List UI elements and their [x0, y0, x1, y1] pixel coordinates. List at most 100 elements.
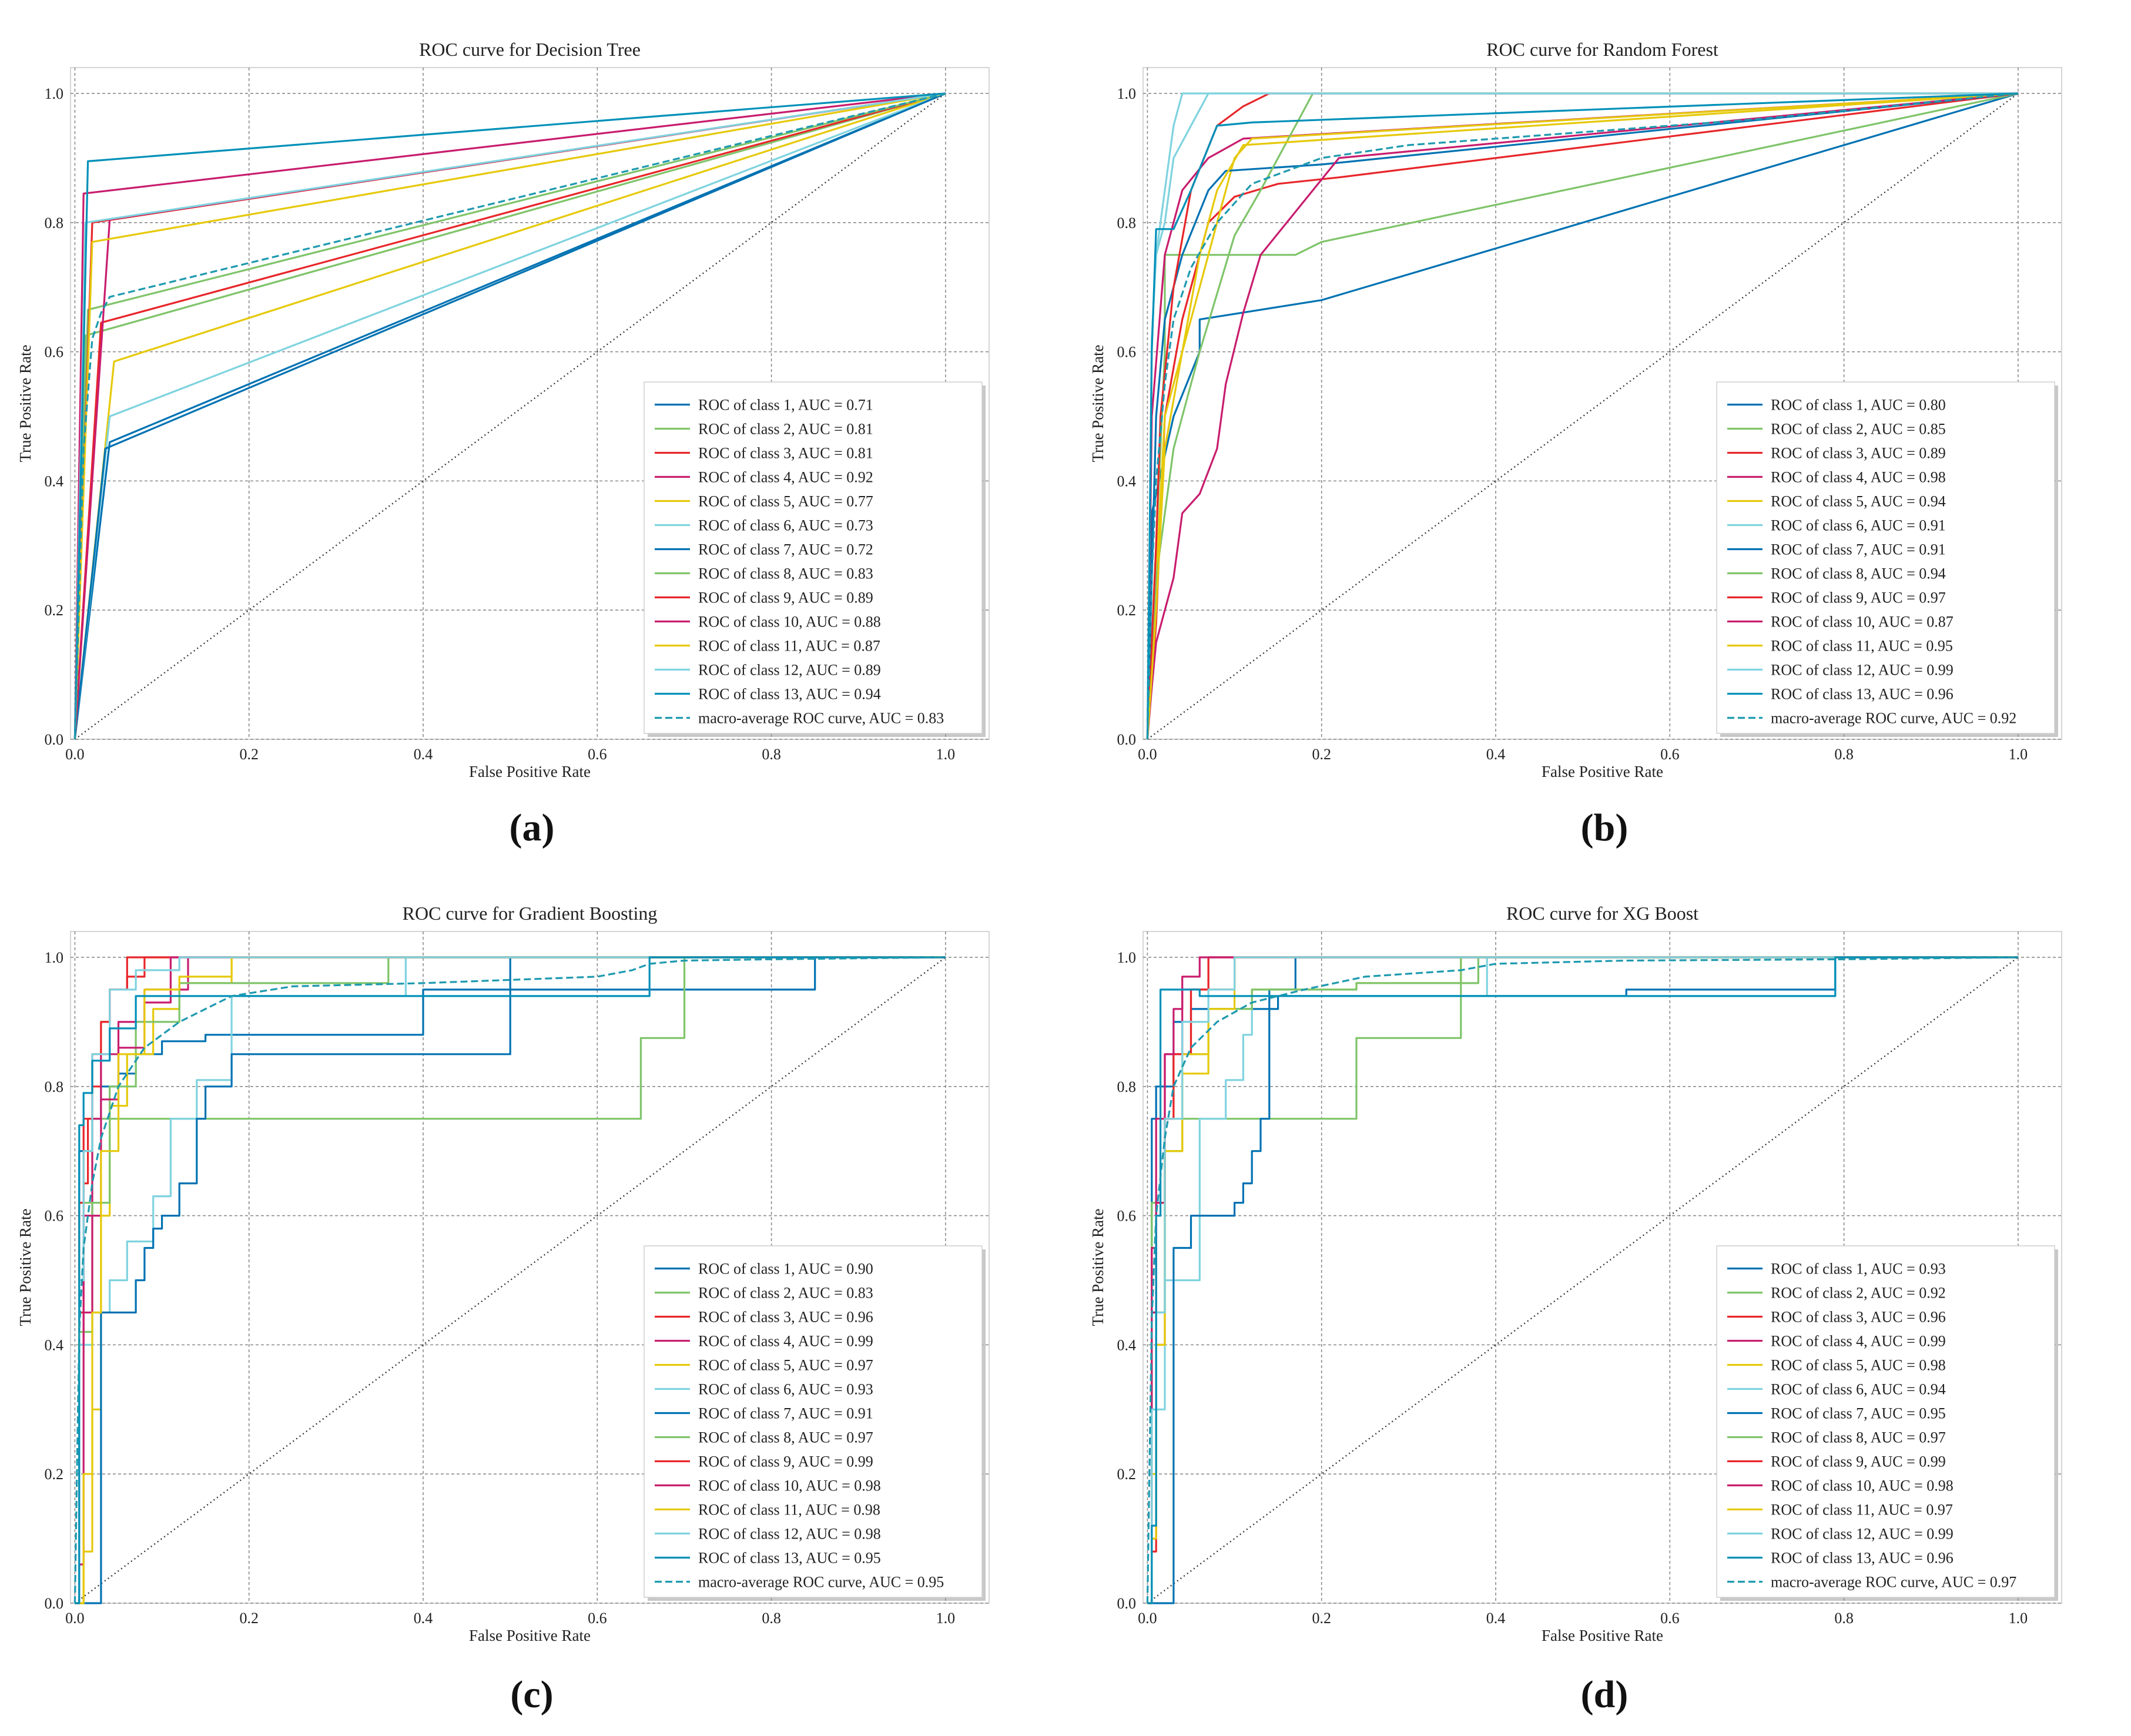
legend-entry: ROC of class 8, AUC = 0.97 [698, 1429, 873, 1446]
legend-entry: ROC of class 3, AUC = 0.96 [1771, 1309, 1946, 1326]
legend-entry: ROC of class 8, AUC = 0.94 [1771, 565, 1946, 582]
roc-panel-1: 0.00.0 0.2 0.2 0.4 0.4 0.6 0.6 0.8 0.8 1.0 1.0 ROC … [16, 39, 990, 780]
y-axis-label: True Positive Rate [16, 1208, 34, 1326]
legend-entry: ROC of class 8, AUC = 0.97 [1771, 1429, 1946, 1446]
roc-panel-2: 0.00.0 0.2 0.2 0.4 0.4 0.6 0.6 0.8 0.8 1.0 1.0 ROC … [1089, 39, 2062, 780]
y-tick-label: 0.4 [45, 472, 64, 490]
legend-entry: ROC of class 2, AUC = 0.83 [698, 1285, 873, 1302]
y-tick-label: 0.0 [1117, 1595, 1137, 1612]
y-tick-label: 0.8 [1117, 215, 1137, 232]
legend-entry: macro-average ROC curve, AUC = 0.95 [698, 1574, 944, 1591]
legend-entry: ROC of class 10, AUC = 0.98 [698, 1477, 881, 1494]
panel-label: (b) [1581, 806, 1629, 849]
legend-entry: ROC of class 5, AUC = 0.97 [698, 1357, 873, 1374]
y-tick-label: 0.6 [45, 1208, 64, 1225]
x-tick-label: 0.6 [1660, 1610, 1680, 1627]
legend-entry: ROC of class 7, AUC = 0.91 [1771, 541, 1946, 558]
legend-entry: ROC of class 3, AUC = 0.96 [698, 1309, 873, 1326]
legend-entry: ROC of class 13, AUC = 0.96 [1771, 1550, 1954, 1567]
y-tick-label: 0.2 [1117, 1466, 1137, 1483]
x-tick-label: 1.0 [2009, 1610, 2028, 1627]
x-tick-label: 0.8 [762, 746, 781, 763]
panel-label: (a) [510, 806, 555, 849]
roc-line-class-12 [1147, 956, 2018, 1604]
x-tick-label: 1.0 [936, 1610, 956, 1627]
legend: ROC of class 1, AUC = 0.80 ROC of class 2… [1716, 381, 2058, 737]
chart-title: ROC curve for Gradient Boosting [403, 903, 658, 924]
legend-box [644, 1245, 983, 1598]
panel-label: (d) [1581, 1673, 1629, 1716]
legend: ROC of class 1, AUC = 0.90 ROC of class 2… [644, 1245, 986, 1601]
legend-entry: ROC of class 9, AUC = 0.99 [1771, 1453, 1946, 1470]
legend-entry: ROC of class 11, AUC = 0.98 [698, 1502, 880, 1519]
macro-average-roc-line [1146, 92, 2019, 740]
legend-entry: ROC of class 12, AUC = 0.99 [1771, 1526, 1954, 1543]
x-tick-label: 0.2 [239, 1610, 259, 1627]
y-tick-label: 1.0 [45, 85, 64, 102]
x-tick-label: 1.0 [2009, 746, 2028, 763]
legend-entry: ROC of class 10, AUC = 0.98 [1771, 1477, 1954, 1494]
y-tick-label: 0.0 [1117, 731, 1137, 748]
x-tick-label: 0.4 [1486, 746, 1506, 763]
y-tick-label: 0.8 [45, 1078, 64, 1095]
x-tick-label: 0.2 [239, 746, 259, 763]
legend-entry: ROC of class 4, AUC = 0.92 [698, 469, 873, 486]
x-tick-label: 0.0 [1138, 1610, 1157, 1627]
legend-entry: ROC of class 7, AUC = 0.91 [698, 1405, 873, 1422]
x-tick-label: 0.8 [1834, 1610, 1854, 1627]
roc-line-class-7 [75, 956, 946, 1604]
y-tick-label: 0.0 [45, 731, 64, 748]
legend-box [1716, 1245, 2055, 1598]
roc-line-class-10 [1146, 92, 2019, 740]
legend-entry: ROC of class 6, AUC = 0.73 [698, 517, 873, 534]
legend-entry: ROC of class 1, AUC = 0.90 [698, 1261, 873, 1278]
y-tick-label: 1.0 [45, 949, 64, 966]
roc-panel-3: 0.00.0 0.2 0.2 0.4 0.4 0.6 0.6 0.8 0.8 1.0 1.0 ROC … [16, 903, 990, 1644]
legend-entry: ROC of class 11, AUC = 0.97 [1771, 1502, 1953, 1519]
y-tick-label: 0.8 [45, 215, 64, 232]
legend-entry: ROC of class 12, AUC = 0.98 [698, 1526, 881, 1543]
legend-entry: ROC of class 6, AUC = 0.94 [1771, 1381, 1946, 1398]
y-tick-label: 0.4 [1117, 1336, 1137, 1353]
legend-entry: ROC of class 5, AUC = 0.98 [1771, 1357, 1946, 1374]
x-tick-label: 0.0 [65, 1610, 85, 1627]
x-tick-label: 0.2 [1312, 1610, 1331, 1627]
roc-line-class-13 [1147, 956, 2018, 1604]
legend-entry: ROC of class 13, AUC = 0.94 [698, 686, 881, 703]
legend-entry: ROC of class 7, AUC = 0.72 [698, 541, 873, 558]
x-tick-label: 0.6 [588, 1610, 607, 1627]
legend-entry: ROC of class 10, AUC = 0.87 [1771, 614, 1954, 631]
legend-entry: ROC of class 13, AUC = 0.95 [698, 1550, 881, 1567]
legend-entry: ROC of class 4, AUC = 0.99 [698, 1333, 873, 1350]
y-tick-label: 0.6 [45, 344, 64, 361]
y-axis-label: True Positive Rate [1089, 1208, 1107, 1326]
legend-entry: ROC of class 9, AUC = 0.89 [698, 589, 873, 606]
roc-line-class-11 [73, 92, 946, 740]
x-tick-label: 0.6 [588, 746, 607, 763]
y-tick-label: 0.2 [45, 602, 64, 619]
legend-entry: ROC of class 12, AUC = 0.99 [1771, 662, 1954, 679]
x-tick-label: 0.8 [762, 1610, 781, 1627]
legend-entry: ROC of class 2, AUC = 0.85 [1771, 421, 1946, 438]
roc-line-class-7 [73, 92, 946, 740]
chart-title: ROC curve for XG Boost [1506, 903, 1698, 924]
legend-entry: ROC of class 9, AUC = 0.99 [698, 1453, 873, 1470]
roc-line-class-11 [1146, 92, 2019, 740]
legend-entry: macro-average ROC curve, AUC = 0.97 [1771, 1574, 2016, 1591]
x-tick-label: 0.4 [414, 1610, 433, 1627]
roc-line-class-8 [75, 956, 946, 1604]
y-tick-label: 0.4 [45, 1336, 64, 1353]
roc-line-class-5 [1146, 92, 2018, 740]
legend-entry: ROC of class 4, AUC = 0.98 [1771, 469, 1946, 486]
legend-entry: ROC of class 3, AUC = 0.81 [698, 445, 873, 462]
y-tick-label: 0.2 [45, 1466, 64, 1483]
legend-entry: ROC of class 4, AUC = 0.99 [1771, 1333, 1946, 1350]
legend-entry: ROC of class 9, AUC = 0.97 [1771, 589, 1946, 606]
chart-title: ROC curve for Decision Tree [419, 39, 641, 60]
macro-average-roc-line [73, 92, 946, 740]
x-tick-label: 0.8 [1834, 746, 1854, 763]
roc-panel-4: 0.00.0 0.2 0.2 0.4 0.4 0.6 0.6 0.8 0.8 1.0 1.0 ROC … [1089, 903, 2062, 1644]
legend-entry: ROC of class 11, AUC = 0.95 [1771, 638, 1953, 655]
x-axis-label: False Positive Rate [469, 763, 591, 780]
